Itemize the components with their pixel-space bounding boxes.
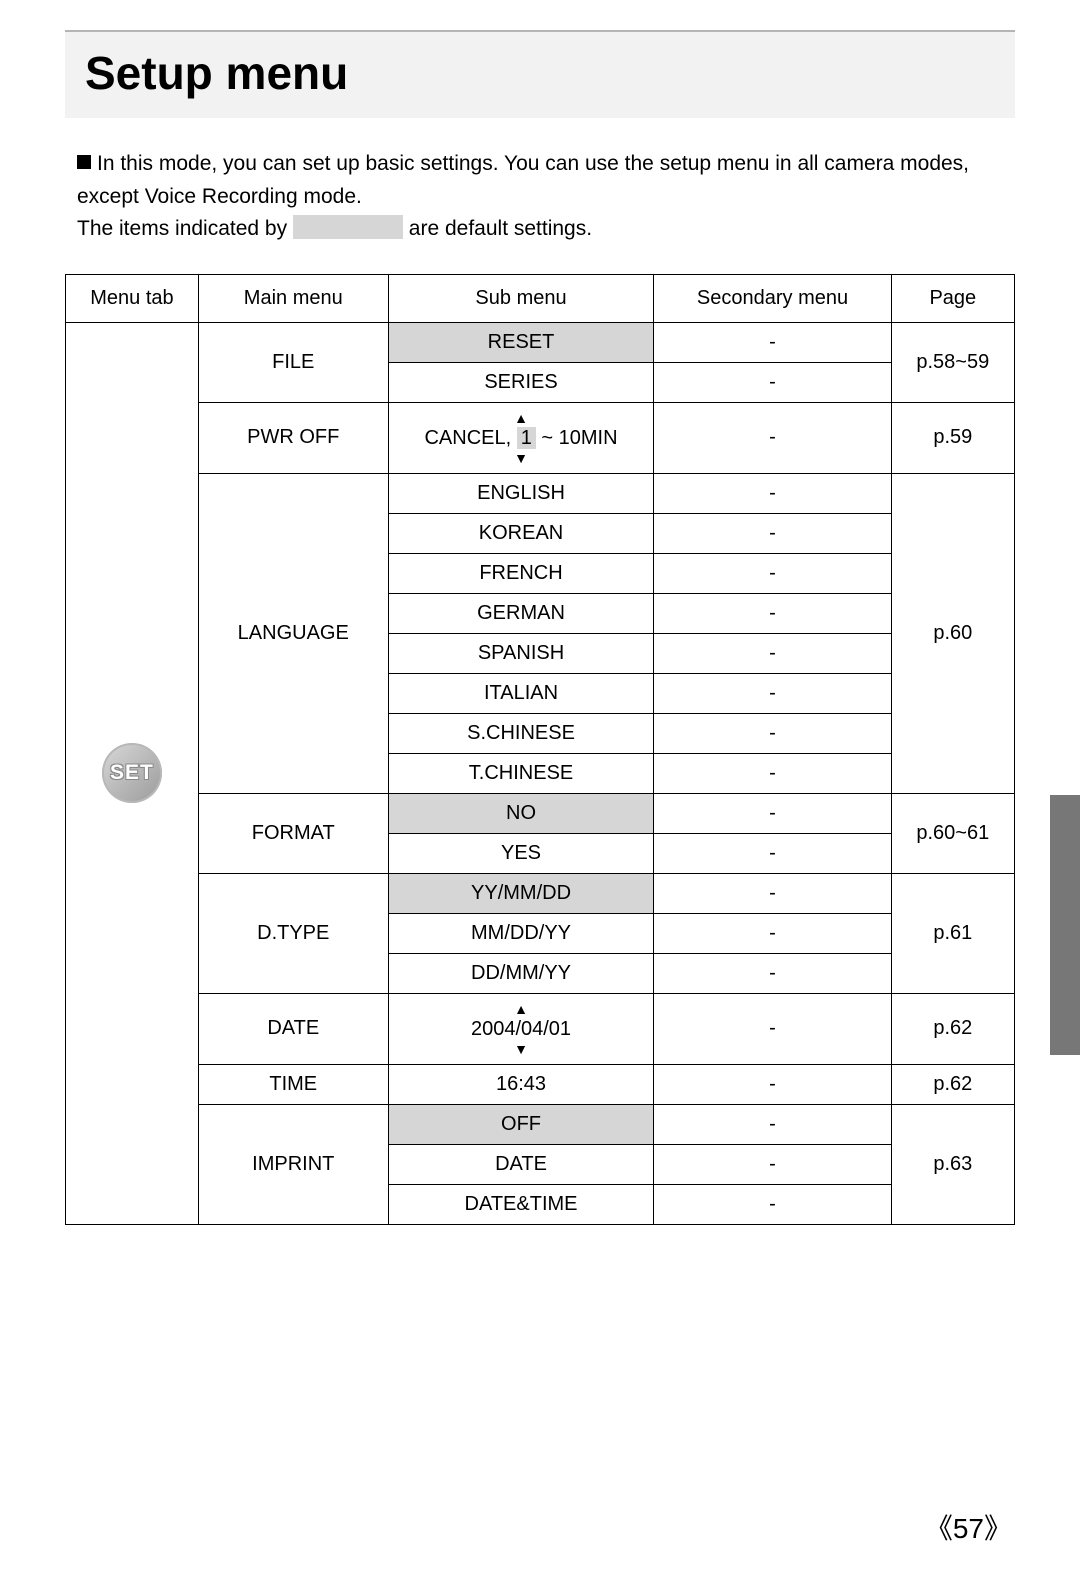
sec-dash: - xyxy=(654,1144,891,1184)
table-header-row: Menu tab Main menu Sub menu Secondary me… xyxy=(66,274,1015,322)
sub-lang: GERMAN xyxy=(388,593,654,633)
sub-imprint-off: OFF xyxy=(388,1104,654,1144)
page-file: p.58~59 xyxy=(891,322,1014,402)
sub-imprint-datetime: DATE&TIME xyxy=(388,1184,654,1224)
triangle-down-icon: ▼ xyxy=(395,1042,648,1056)
sub-imprint-date: DATE xyxy=(388,1144,654,1184)
main-pwroff: PWR OFF xyxy=(198,402,388,473)
sec-dash: - xyxy=(654,1104,891,1144)
set-badge-icon: SET xyxy=(102,743,162,803)
triangle-down-icon: ▼ xyxy=(395,451,648,465)
sec-dash: - xyxy=(654,322,891,362)
menu-tab-cell: SET xyxy=(66,322,199,1224)
page-format: p.60~61 xyxy=(891,793,1014,873)
table-row: TIME 16:43 - p.62 xyxy=(66,1064,1015,1104)
main-dtype: D.TYPE xyxy=(198,873,388,993)
sec-dash: - xyxy=(654,362,891,402)
sec-dash: - xyxy=(654,993,891,1064)
page-dtype: p.61 xyxy=(891,873,1014,993)
sub-pwroff: ▲ CANCEL, 1 ~ 10MIN ▼ xyxy=(388,402,654,473)
sec-dash: - xyxy=(654,633,891,673)
page-pwroff: p.59 xyxy=(891,402,1014,473)
sec-dash: - xyxy=(654,713,891,753)
sub-lang: ITALIAN xyxy=(388,673,654,713)
menu-table: Menu tab Main menu Sub menu Secondary me… xyxy=(65,274,1015,1225)
col-secondary-menu: Secondary menu xyxy=(654,274,891,322)
sec-dash: - xyxy=(654,1064,891,1104)
main-language: LANGUAGE xyxy=(198,473,388,793)
page-time: p.62 xyxy=(891,1064,1014,1104)
sub-time: 16:43 xyxy=(388,1064,654,1104)
page-language: p.60 xyxy=(891,473,1014,793)
sub-series: SERIES xyxy=(388,362,654,402)
sec-dash: - xyxy=(654,793,891,833)
bullet-icon xyxy=(77,155,91,169)
default-swatch xyxy=(293,215,403,239)
intro-text: In this mode, you can set up basic setti… xyxy=(77,148,1015,246)
sub-dtype: MM/DD/YY xyxy=(388,913,654,953)
page-title: Setup menu xyxy=(85,46,995,100)
date-value: 2004/04/01 xyxy=(471,1018,571,1040)
main-format: FORMAT xyxy=(198,793,388,873)
intro-line1: In this mode, you can set up basic setti… xyxy=(77,152,969,208)
sec-dash: - xyxy=(654,953,891,993)
sec-dash: - xyxy=(654,833,891,873)
main-file: FILE xyxy=(198,322,388,402)
sec-dash: - xyxy=(654,513,891,553)
side-tab xyxy=(1050,795,1080,1055)
pwroff-suffix: ~ 10MIN xyxy=(536,427,618,449)
page-imprint: p.63 xyxy=(891,1104,1014,1224)
triangle-up-icon: ▲ xyxy=(395,1002,648,1016)
sec-dash: - xyxy=(654,673,891,713)
sub-lang: ENGLISH xyxy=(388,473,654,513)
sub-lang: FRENCH xyxy=(388,553,654,593)
title-bar: Setup menu xyxy=(65,30,1015,118)
sec-dash: - xyxy=(654,402,891,473)
sec-dash: - xyxy=(654,873,891,913)
col-main-menu: Main menu xyxy=(198,274,388,322)
sec-dash: - xyxy=(654,913,891,953)
sec-dash: - xyxy=(654,473,891,513)
sec-dash: - xyxy=(654,753,891,793)
table-row: DATE ▲ 2004/04/01 ▼ - p.62 xyxy=(66,993,1015,1064)
pwroff-prefix: CANCEL, xyxy=(424,427,516,449)
table-row: PWR OFF ▲ CANCEL, 1 ~ 10MIN ▼ - p.59 xyxy=(66,402,1015,473)
sec-dash: - xyxy=(654,593,891,633)
sec-dash: - xyxy=(654,1184,891,1224)
table-row: D.TYPE YY/MM/DD - p.61 xyxy=(66,873,1015,913)
intro-line2a: The items indicated by xyxy=(77,217,287,240)
page-date: p.62 xyxy=(891,993,1014,1064)
triangle-up-icon: ▲ xyxy=(395,411,648,425)
sub-lang: S.CHINESE xyxy=(388,713,654,753)
page-container: Setup menu In this mode, you can set up … xyxy=(0,0,1080,1225)
sub-lang: T.CHINESE xyxy=(388,753,654,793)
col-sub-menu: Sub menu xyxy=(388,274,654,322)
main-date: DATE xyxy=(198,993,388,1064)
table-row: IMPRINT OFF - p.63 xyxy=(66,1104,1015,1144)
sub-lang: KOREAN xyxy=(388,513,654,553)
col-page: Page xyxy=(891,274,1014,322)
table-row: SET FILE RESET - p.58~59 xyxy=(66,322,1015,362)
main-time: TIME xyxy=(198,1064,388,1104)
table-row: LANGUAGE ENGLISH - p.60 xyxy=(66,473,1015,513)
intro-line2b: are default settings. xyxy=(409,217,592,240)
table-row: FORMAT NO - p.60~61 xyxy=(66,793,1015,833)
pwroff-hl: 1 xyxy=(517,427,536,449)
sub-format-yes: YES xyxy=(388,833,654,873)
sec-dash: - xyxy=(654,553,891,593)
sub-reset: RESET xyxy=(388,322,654,362)
sub-dtype: DD/MM/YY xyxy=(388,953,654,993)
sub-date: ▲ 2004/04/01 ▼ xyxy=(388,993,654,1064)
sub-dtype: YY/MM/DD xyxy=(388,873,654,913)
main-imprint: IMPRINT xyxy=(198,1104,388,1224)
col-menu-tab: Menu tab xyxy=(66,274,199,322)
page-number: 《57》 xyxy=(925,1507,1012,1547)
sub-lang: SPANISH xyxy=(388,633,654,673)
sub-format-no: NO xyxy=(388,793,654,833)
